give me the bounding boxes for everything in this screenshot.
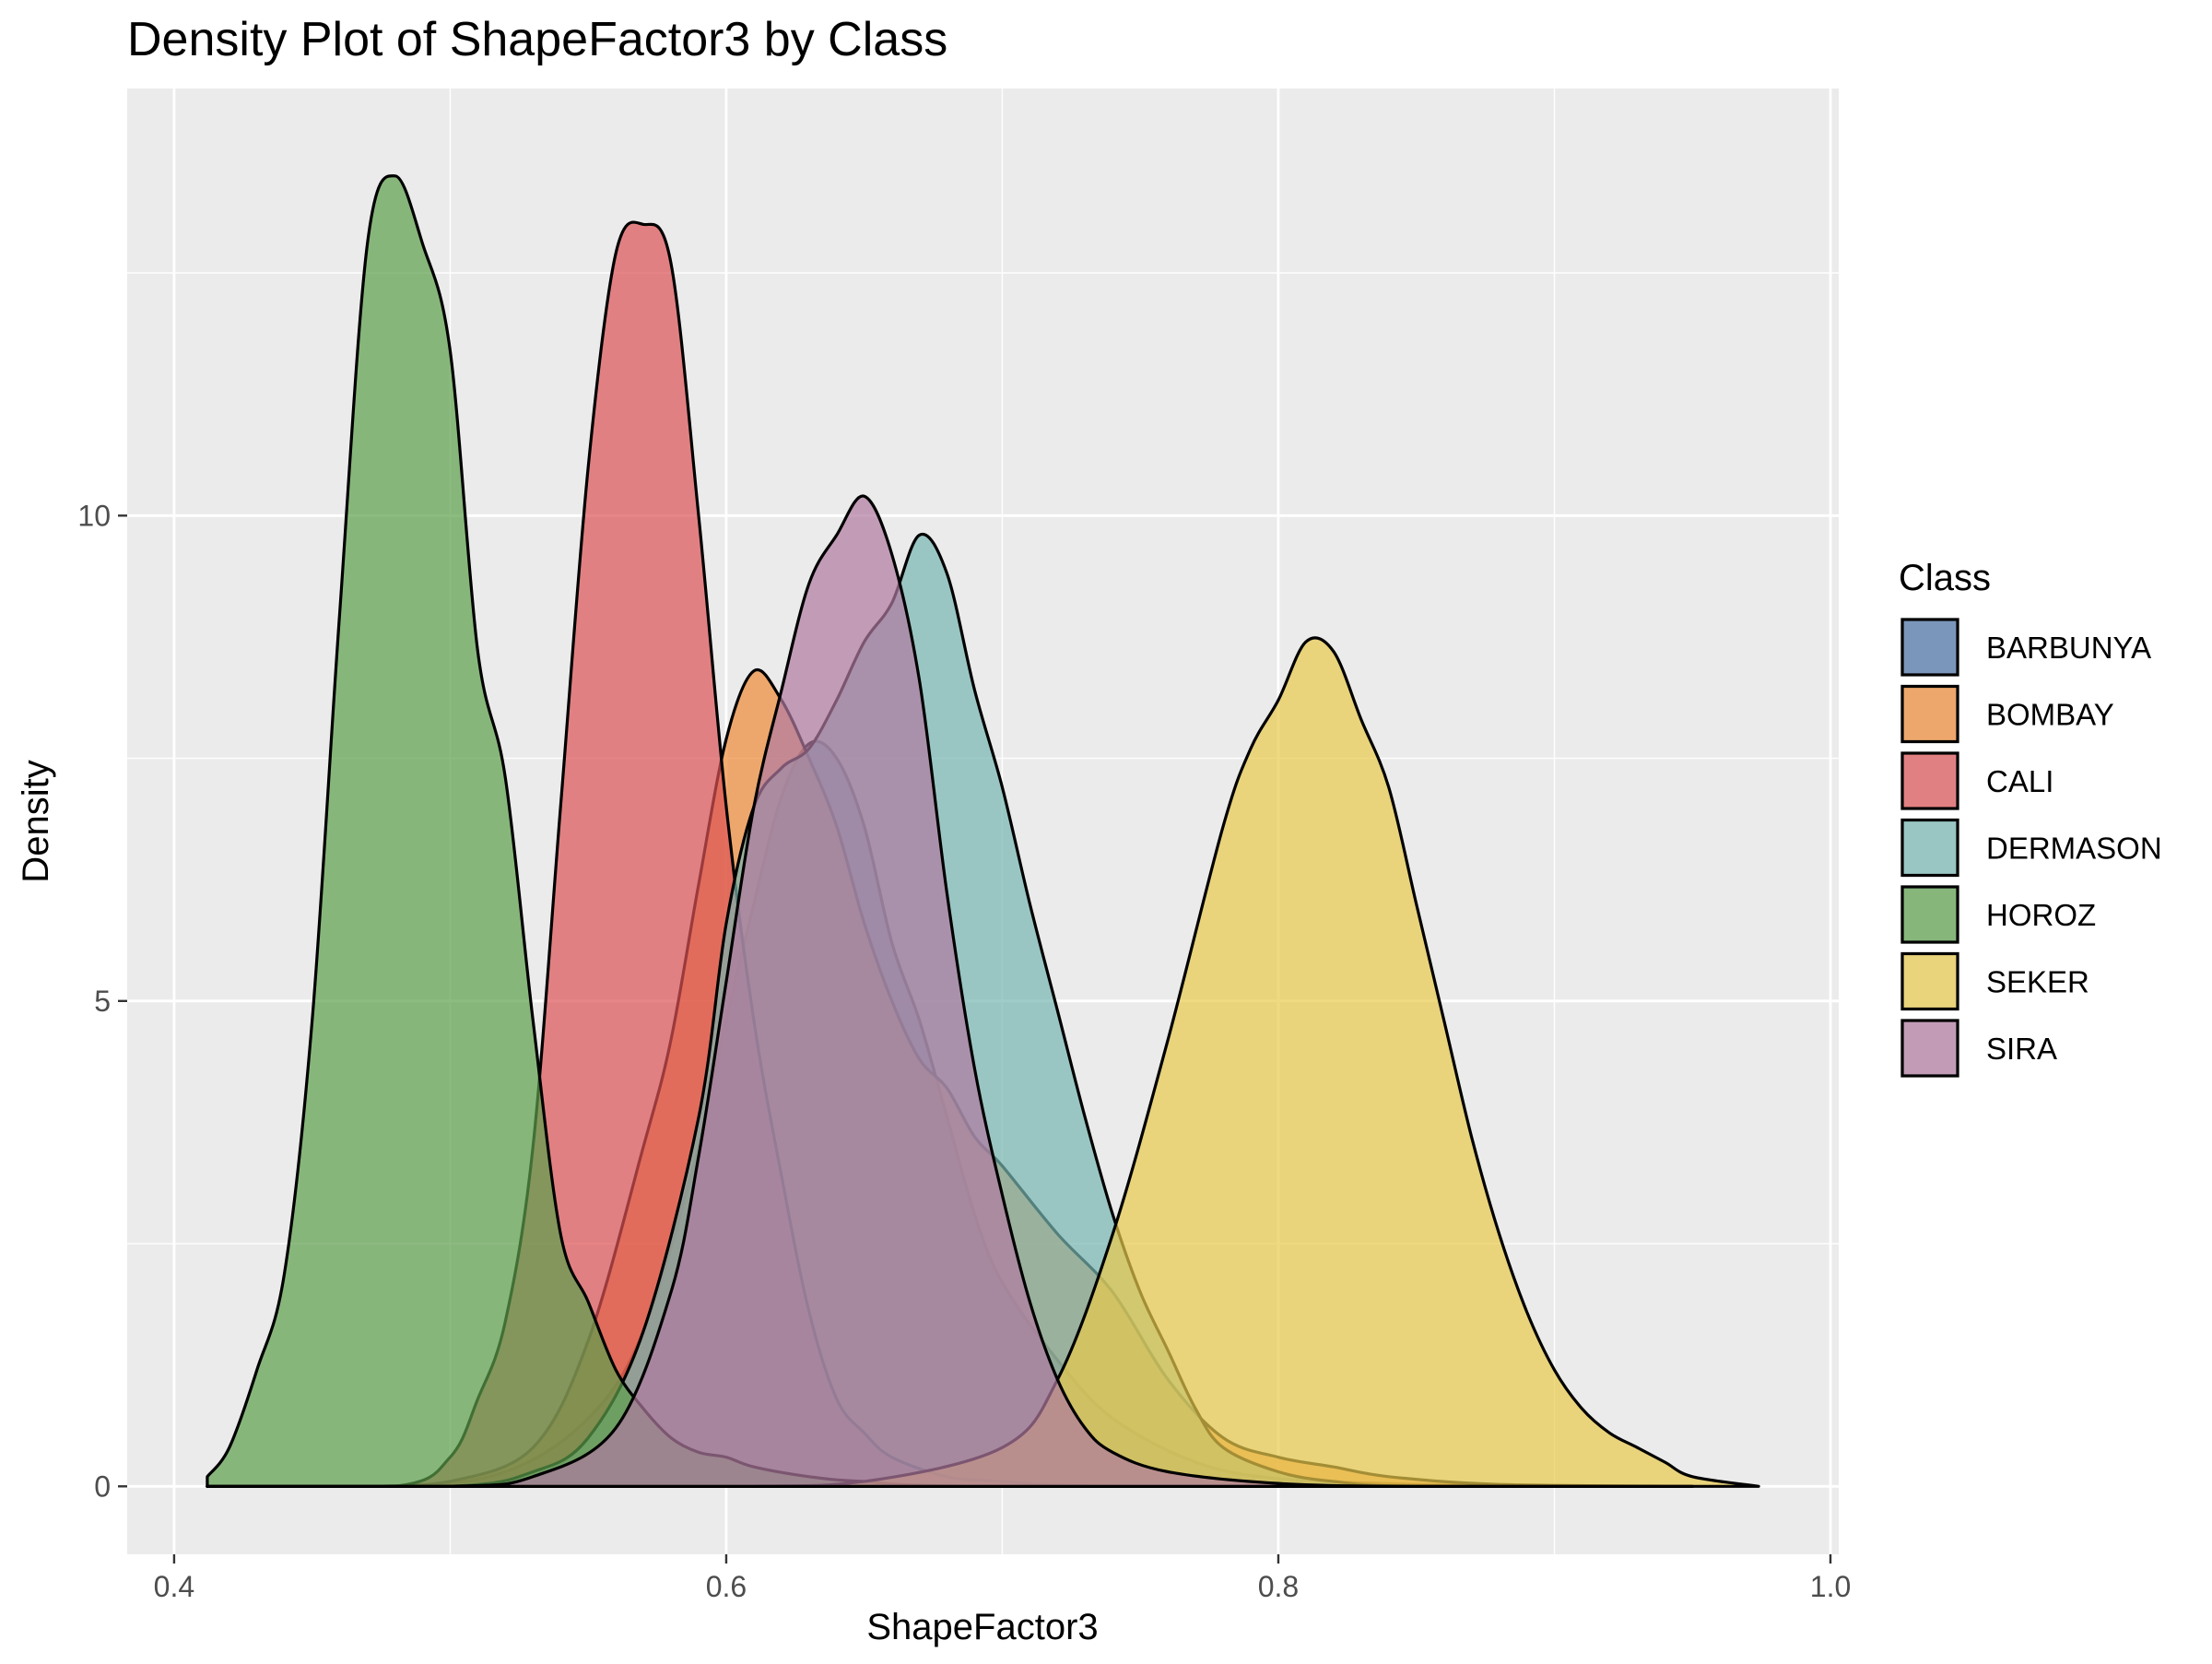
legend: Class BARBUNYA BOMBAY CALI DERMASON HOROZ SEK… — [1899, 558, 2162, 1078]
legend-key-swatch — [1900, 618, 1959, 677]
x-tick-label: 0.6 — [706, 1570, 747, 1603]
legend-item-dermason: DERMASON — [1900, 818, 2162, 878]
legend-key-swatch — [1900, 951, 1959, 1011]
legend-item-barbunya: BARBUNYA — [1900, 618, 2151, 677]
legend-item-seker: SEKER — [1900, 951, 2089, 1011]
density-area-sira — [206, 494, 1694, 1488]
legend-key-swatch — [1900, 885, 1959, 944]
y-tick-label: 5 — [94, 985, 111, 1018]
x-tick-label: 1.0 — [1810, 1570, 1851, 1603]
legend-key-swatch — [1900, 1019, 1959, 1078]
x-tick-label: 0.4 — [154, 1570, 194, 1603]
legend-label: DERMASON — [1986, 832, 2162, 866]
chart-title: Density Plot of ShapeFactor3 by Class — [127, 13, 947, 66]
x-axis-title: ShapeFactor3 — [866, 1607, 1098, 1647]
legend-title: Class — [1899, 558, 1991, 598]
legend-item-bombay: BOMBAY — [1900, 684, 2114, 744]
legend-item-cali: CALI — [1900, 751, 2053, 810]
legend-key-swatch — [1900, 684, 1959, 744]
legend-label: HOROZ — [1986, 898, 2096, 932]
legend-label: SEKER — [1986, 965, 2089, 999]
legend-label: CALI — [1986, 764, 2053, 798]
legend-label: SIRA — [1986, 1032, 2057, 1066]
density-areas — [206, 174, 1760, 1488]
y-tick-label: 10 — [77, 499, 111, 532]
y-tick-label: 0 — [94, 1469, 111, 1503]
x-tick-label: 0.8 — [1258, 1570, 1299, 1603]
y-axis-title: Density — [16, 760, 56, 882]
legend-key-swatch — [1900, 818, 1959, 878]
legend-label: BOMBAY — [1986, 698, 2114, 732]
legend-items: BARBUNYA BOMBAY CALI DERMASON HOROZ SEKER SIRA — [1900, 618, 2162, 1078]
legend-item-sira: SIRA — [1900, 1019, 2057, 1078]
legend-item-horoz: HOROZ — [1900, 885, 2096, 944]
legend-key-swatch — [1900, 751, 1959, 810]
axes: 0.4 0.6 0.8 1.0 0 5 10 — [77, 499, 1851, 1603]
legend-label: BARBUNYA — [1986, 631, 2151, 665]
